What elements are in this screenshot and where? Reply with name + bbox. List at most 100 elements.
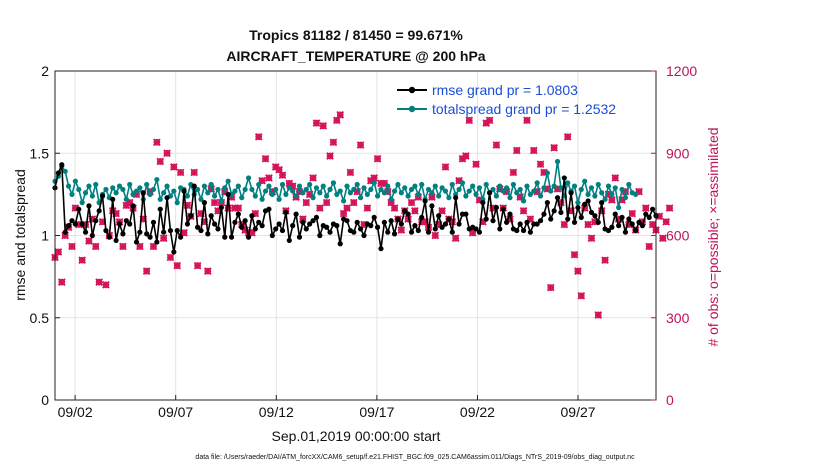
rmse-point: [286, 237, 292, 244]
rmse-point: [82, 229, 89, 235]
obs-assimilated-point: [373, 154, 382, 163]
obs-assimilated-point: [309, 174, 317, 182]
rmse-point: [205, 231, 211, 237]
rmse-point: [59, 162, 65, 168]
obs-assimilated-point: [563, 132, 572, 141]
rmse-point: [361, 232, 367, 239]
obs-assimilated-point: [265, 174, 273, 182]
obs-assimilated-point: [407, 198, 416, 207]
totalspread-point: [548, 188, 554, 194]
totalspread-point: [609, 191, 615, 197]
totalspread-point: [385, 183, 391, 189]
left-tick-label: 0.5: [30, 310, 50, 326]
obs-assimilated-point: [523, 116, 531, 125]
rmse-point: [616, 223, 622, 229]
rmse-point: [191, 183, 197, 189]
obs-assimilated-point: [203, 267, 212, 275]
rmse-point: [422, 198, 428, 204]
chart-title-line-2: AIRCRAFT_TEMPERATURE @ 200 hPa: [226, 48, 485, 64]
totalspread-point: [633, 191, 639, 197]
totalspread-point: [575, 200, 581, 206]
rmse-point: [157, 206, 163, 212]
left-y-axis-ticks: 0 0.5 1 1.5 2: [30, 63, 60, 408]
rmse-point: [405, 211, 411, 217]
rmse-point: [293, 211, 299, 217]
rmse-point: [144, 231, 150, 237]
totalspread-point: [599, 190, 605, 196]
totalspread-point: [442, 188, 449, 194]
rmse-point: [588, 209, 595, 216]
totalspread-point: [239, 195, 245, 201]
totalspread-point: [463, 193, 469, 199]
totalspread-point: [585, 191, 591, 197]
totalspread-point: [425, 186, 432, 193]
totalspread-point: [374, 193, 381, 199]
totalspread-point: [524, 183, 530, 189]
totalspread-point: [330, 180, 337, 186]
rmse-point: [412, 223, 418, 229]
obs-assimilated-point: [343, 204, 351, 212]
x-axis-ticks: 09/02 09/07 09/12 09/17 09/22 09/27: [58, 395, 596, 420]
totalspread-point: [419, 181, 425, 188]
rmse-point: [575, 204, 581, 211]
totalspread-point: [164, 183, 170, 189]
totalspread-point: [72, 178, 78, 184]
totalspread-point: [619, 186, 625, 193]
rmse-point: [453, 195, 459, 201]
obs-assimilated-point: [349, 198, 358, 207]
obs-assimilated-point: [316, 204, 324, 212]
totalspread-point: [222, 185, 228, 191]
rmse-point: [571, 219, 578, 225]
rmse-point: [96, 208, 102, 214]
right-tick-label: 1200: [666, 63, 697, 79]
rmse-point: [507, 211, 513, 217]
rmse-point: [582, 201, 588, 207]
obs-assimilated-point: [472, 160, 480, 169]
totalspread-point: [402, 185, 408, 191]
rmse-point: [228, 234, 235, 240]
totalspread-point: [466, 188, 472, 194]
totalspread-point: [65, 183, 72, 189]
obs-assimilated-point: [550, 143, 558, 152]
rmse-point: [171, 249, 177, 255]
totalspread-point: [262, 188, 269, 194]
totalspread-point: [296, 183, 303, 189]
obs-assimilated-point: [601, 256, 609, 265]
totalspread-point: [154, 176, 160, 183]
rmse-point: [290, 223, 296, 229]
rmse-point: [646, 214, 652, 221]
obs-assimilated-point: [519, 206, 528, 215]
rmse-point: [116, 221, 123, 227]
totalspread-point: [503, 185, 510, 191]
rmse-point: [256, 219, 262, 225]
rmse-point: [456, 221, 462, 227]
rmse-point: [324, 224, 330, 230]
rmse-point: [106, 234, 112, 240]
rmse-point: [578, 214, 584, 221]
totalspread-point: [405, 193, 411, 199]
rmse-point: [310, 218, 316, 224]
rmse-point: [93, 218, 99, 224]
obs-assimilated-point: [54, 248, 63, 256]
left-tick-label: 1: [41, 228, 49, 244]
obs-assimilated-point: [570, 250, 579, 259]
legend-spread-label: totalspread grand pr = 1.2532: [432, 101, 616, 117]
totalspread-point: [215, 186, 221, 193]
rmse-point: [174, 227, 180, 234]
totalspread-point: [310, 195, 316, 201]
rmse-point: [215, 226, 221, 232]
obs-assimilated-point: [509, 168, 518, 177]
totalspread-point: [171, 188, 177, 194]
rmse-point: [599, 200, 605, 206]
rmse-point: [89, 232, 95, 239]
totalspread-point: [103, 186, 109, 193]
totalspread-point: [79, 200, 85, 206]
rmse-point: [133, 239, 140, 245]
rmse-point: [86, 203, 92, 209]
obs-assimilated-point: [336, 111, 345, 119]
rmse-point: [541, 211, 547, 217]
totalspread-point: [113, 190, 119, 196]
legend: rmse grand pr = 1.0803 totalspread grand…: [397, 82, 616, 117]
totalspread-point: [510, 181, 516, 188]
obs-assimilated-point: [587, 234, 596, 243]
